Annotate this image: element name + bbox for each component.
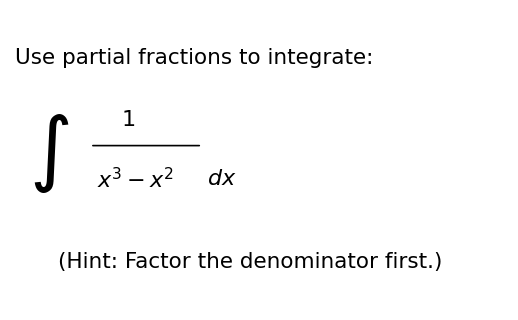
- Text: Use partial fractions to integrate:: Use partial fractions to integrate:: [15, 48, 373, 68]
- Text: $dx$: $dx$: [207, 169, 236, 189]
- Text: (Hint: Factor the denominator first.): (Hint: Factor the denominator first.): [59, 252, 443, 272]
- Text: $\int$: $\int$: [28, 113, 69, 195]
- Text: $x^3 - x^2$: $x^3 - x^2$: [97, 167, 175, 192]
- Text: 1: 1: [122, 110, 136, 130]
